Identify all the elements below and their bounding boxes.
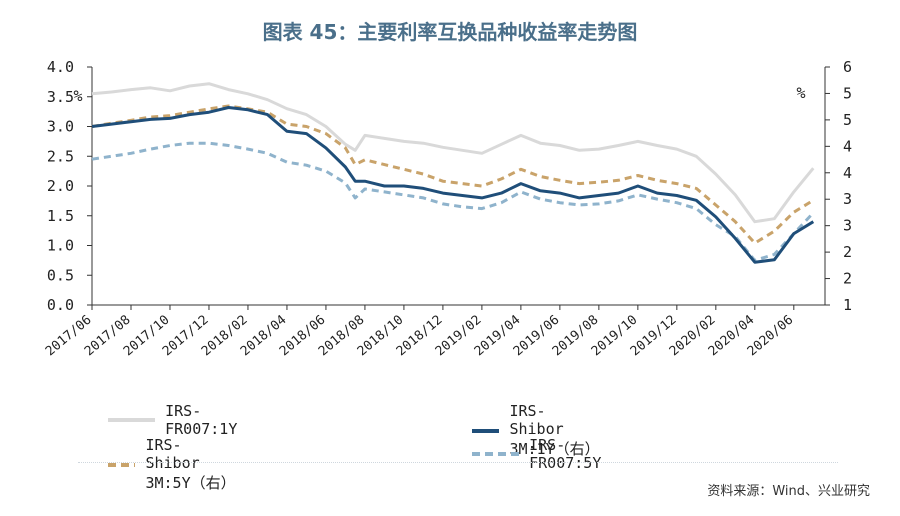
left-tick-label: 1.0 [47,237,74,255]
chart-title: 图表 45：主要利率互换品种收益率走势图 [262,20,638,44]
legend-label: IRS-FR007:5Y [529,436,602,472]
series-line-irs-shibor-3m-5y- [91,104,815,245]
legend-item-shibor-5y: IRS-Shibor 3M:5Y（右） [108,436,236,493]
right-tick-label: 1 [843,296,852,314]
left-tick-label: 0.5 [47,266,74,284]
left-unit-label: % [73,87,82,105]
divider [78,462,838,463]
legend-item-shibor-1y: IRS-Shibor 3M:1Y（右） [472,402,600,459]
right-tick-label: 3 [843,190,852,208]
left-tick-label: 3.0 [47,118,74,136]
right-tick-label: 4 [843,137,852,155]
left-tick-label: 2.0 [47,177,74,195]
legend-item-fr007-5y: IRS-FR007:5Y [472,436,614,472]
legend-label: IRS-Shibor 3M:1Y（右） [509,402,600,458]
left-tick-label: 4.0 [47,58,74,76]
right-tick-label: 6 [843,58,852,76]
left-tick-label: 1.5 [47,207,74,225]
left-tick-label: 2.5 [47,147,74,165]
right-tick-label: 4 [843,164,852,182]
right-tick-label: 2 [843,243,852,261]
legend-item-fr007-1y: IRS-FR007:1Y [108,402,250,438]
right-tick-label: 2 [843,270,852,288]
legend-label: IRS-Shibor 3M:5Y（右） [145,436,236,492]
left-tick-label: 0.0 [47,296,74,314]
right-tick-label: 3 [843,217,852,235]
left-tick-label: 3.5 [47,88,74,106]
right-tick-label: 5 [843,84,852,102]
source-note: 资料来源：Wind、兴业研究 [707,484,870,499]
series-line-irs-fr007-5y [91,141,815,262]
legend-label: IRS-FR007:1Y [165,402,238,438]
series-line-irs-shibor-3m-1y- [91,106,815,264]
right-tick-label: 5 [843,111,852,129]
right-unit-label: % [796,84,805,102]
series-line-irs-fr007-1y [91,82,815,224]
